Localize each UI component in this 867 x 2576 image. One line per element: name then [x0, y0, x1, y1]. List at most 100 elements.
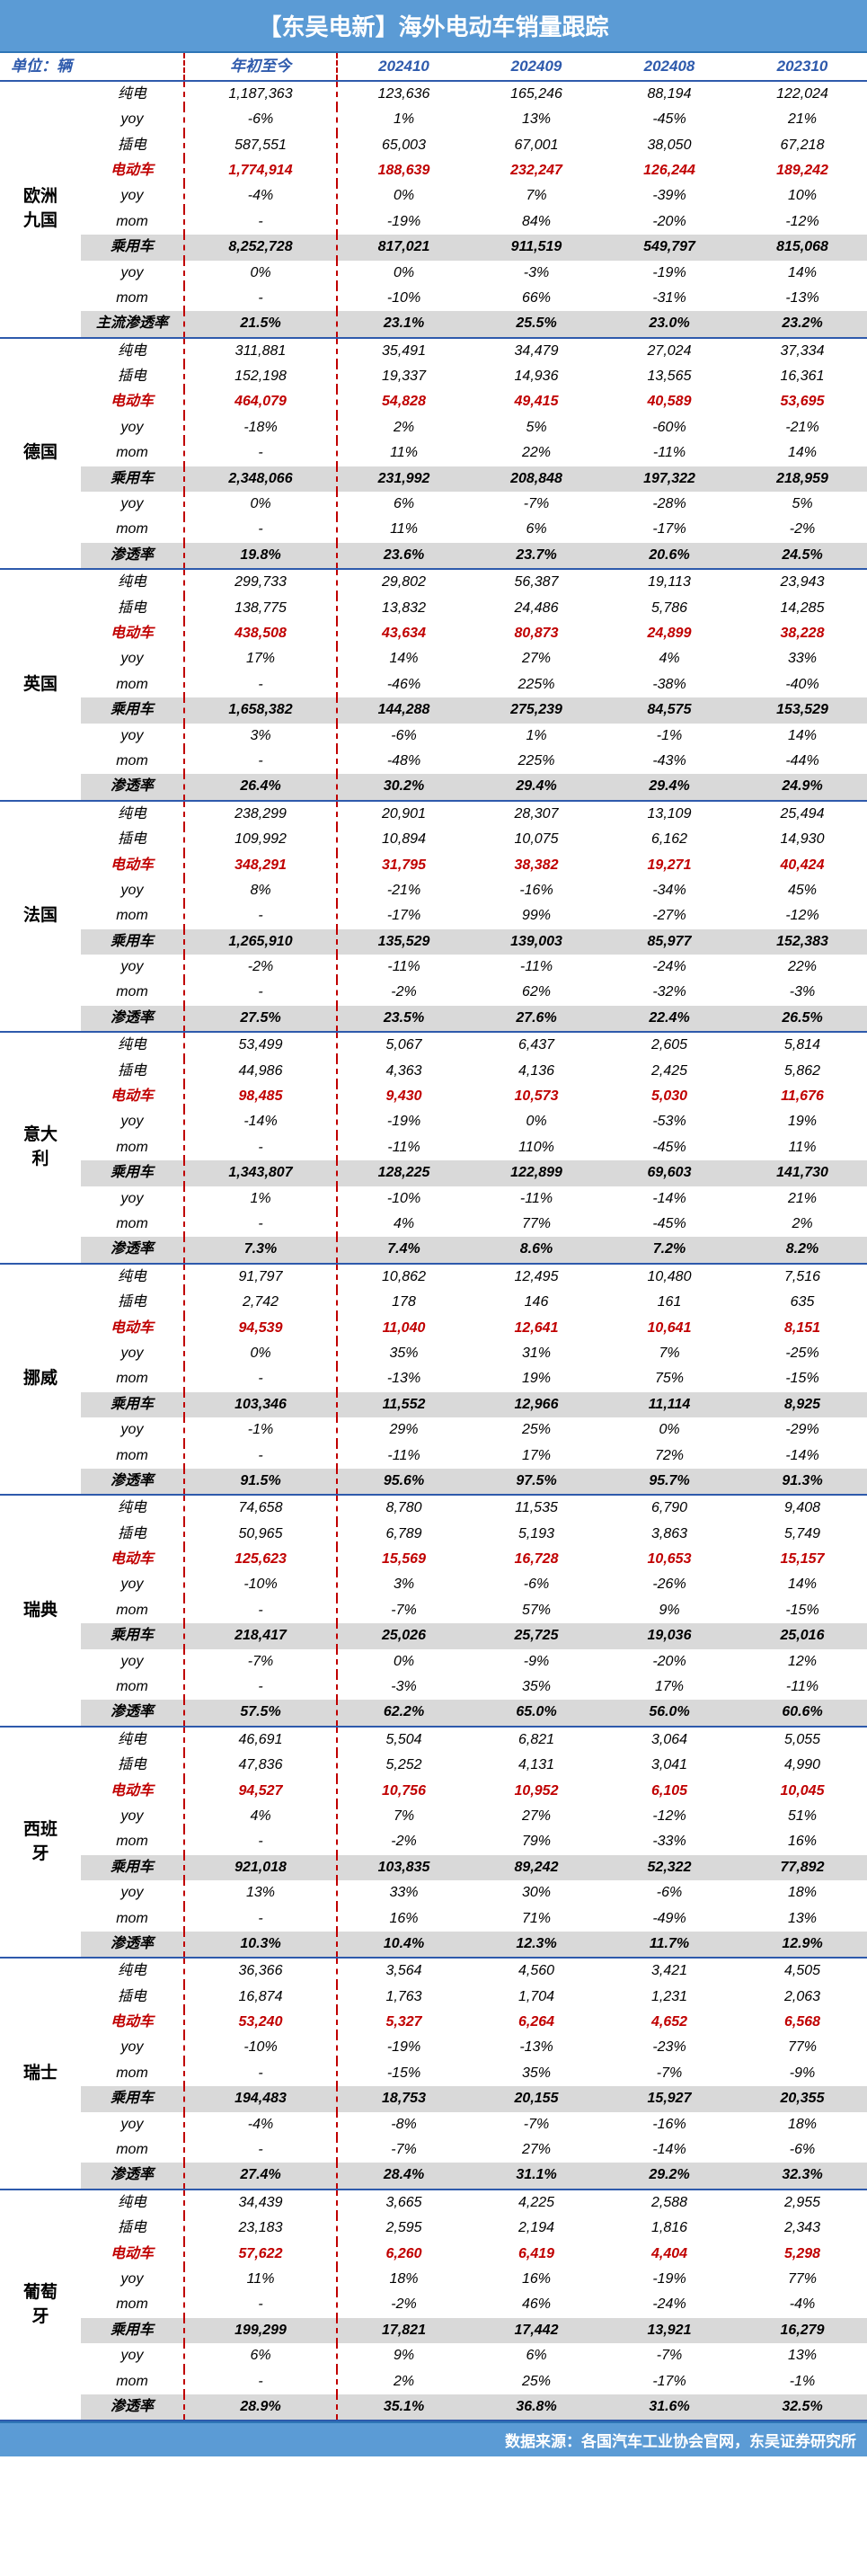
table-row: 电动车57,6226,2606,4194,4045,298 [0, 2242, 867, 2267]
value-cell: 1,343,807 [184, 1160, 337, 1186]
value-cell: 178 [337, 1290, 470, 1315]
metric-label: 纯电 [81, 2190, 184, 2216]
header-row: 单位：辆 年初至今 202410 202409 202408 202310 [0, 53, 867, 81]
value-cell: -19% [337, 209, 470, 235]
value-cell: 16% [337, 1906, 470, 1932]
value-cell: -16% [470, 878, 603, 903]
table-row: mom--7%57%9%-15% [0, 1598, 867, 1623]
value-cell: 1,658,382 [184, 697, 337, 723]
value-cell: -7% [337, 2137, 470, 2163]
table-row: 插电23,1832,5952,1941,8162,343 [0, 2216, 867, 2241]
metric-label: yoy [81, 2035, 184, 2060]
value-cell: 17,821 [337, 2318, 470, 2343]
value-cell: 0% [470, 1109, 603, 1134]
metric-label: mom [81, 1212, 184, 1237]
value-cell: 103,835 [337, 1855, 470, 1880]
metric-label: 乘用车 [81, 466, 184, 492]
value-cell: 122,024 [736, 81, 867, 107]
metric-label: 电动车 [81, 2010, 184, 2035]
value-cell: 16,361 [736, 364, 867, 389]
value-cell: 26.4% [184, 774, 337, 800]
value-cell: 56,387 [470, 569, 603, 595]
value-cell: 1,265,910 [184, 929, 337, 955]
metric-label: 插电 [81, 1985, 184, 2010]
value-cell: 5,862 [736, 1059, 867, 1084]
value-cell: 13% [736, 1906, 867, 1932]
value-cell: 23,183 [184, 2216, 337, 2241]
value-cell: 3,863 [603, 1522, 736, 1547]
value-cell: 144,288 [337, 697, 470, 723]
value-cell: 69,603 [603, 1160, 736, 1186]
metric-label: 乘用车 [81, 697, 184, 723]
col-header: 202410 [337, 53, 470, 81]
value-cell: 35% [337, 1341, 470, 1366]
table-row: 乘用车199,29917,82117,44213,92116,279 [0, 2318, 867, 2343]
value-cell: 1,704 [470, 1985, 603, 2010]
value-cell: 14,285 [736, 596, 867, 621]
value-cell: 30.2% [337, 774, 470, 800]
value-cell: 33% [337, 1880, 470, 1905]
value-cell: -13% [337, 1366, 470, 1391]
value-cell: 77,892 [736, 1855, 867, 1880]
value-cell: 11% [337, 440, 470, 466]
table-row: 电动车348,29131,79538,38219,27140,424 [0, 853, 867, 878]
value-cell: 40,424 [736, 853, 867, 878]
metric-label: mom [81, 1443, 184, 1469]
value-cell: -17% [603, 2369, 736, 2394]
value-cell: 0% [184, 1341, 337, 1366]
value-cell: 5,193 [470, 1522, 603, 1547]
value-cell: 53,499 [184, 1032, 337, 1058]
value-cell: 2,605 [603, 1032, 736, 1058]
value-cell: 36.8% [470, 2394, 603, 2421]
value-cell: 34,439 [184, 2190, 337, 2216]
value-cell: - [184, 286, 337, 311]
table-row: 意大利纯电53,4995,0676,4372,6055,814 [0, 1032, 867, 1058]
value-cell: 5,298 [736, 2242, 867, 2267]
metric-label: mom [81, 517, 184, 542]
value-cell: - [184, 517, 337, 542]
value-cell: 16,728 [470, 1547, 603, 1572]
metric-label: yoy [81, 107, 184, 132]
value-cell: 14% [736, 261, 867, 286]
value-cell: 25% [470, 2369, 603, 2394]
value-cell: 66% [470, 286, 603, 311]
value-cell: 161 [603, 1290, 736, 1315]
value-cell: 23.2% [736, 311, 867, 337]
value-cell: -10% [184, 1572, 337, 1597]
value-cell: 152,198 [184, 364, 337, 389]
value-cell: 8% [184, 878, 337, 903]
value-cell: 24.5% [736, 543, 867, 569]
value-cell: 12.9% [736, 1932, 867, 1958]
value-cell: 8,925 [736, 1392, 867, 1417]
metric-label: 电动车 [81, 158, 184, 183]
value-cell: 921,018 [184, 1855, 337, 1880]
value-cell: 19% [736, 1109, 867, 1134]
value-cell: 4,652 [603, 2010, 736, 2035]
table-row: 渗透率91.5%95.6%97.5%95.7%91.3% [0, 1469, 867, 1495]
value-cell: 29.4% [603, 774, 736, 800]
metric-label: mom [81, 2061, 184, 2086]
value-cell: 21% [736, 107, 867, 132]
metric-label: mom [81, 2137, 184, 2163]
value-cell: 17,442 [470, 2318, 603, 2343]
table-row: yoy4%7%27%-12%51% [0, 1804, 867, 1829]
value-cell: - [184, 1443, 337, 1469]
metric-label: 乘用车 [81, 1855, 184, 1880]
value-cell: 3,665 [337, 2190, 470, 2216]
value-cell: 4,363 [337, 1059, 470, 1084]
table-row: 西班牙纯电46,6915,5046,8213,0645,055 [0, 1727, 867, 1753]
value-cell: -10% [337, 1186, 470, 1212]
table-row: yoy13%33%30%-6%18% [0, 1880, 867, 1905]
value-cell: 21% [736, 1186, 867, 1212]
value-cell: 23.7% [470, 543, 603, 569]
value-cell: 1,231 [603, 1985, 736, 2010]
table-row: 乘用车921,018103,83589,24252,32277,892 [0, 1855, 867, 1880]
value-cell: 27.6% [470, 1006, 603, 1032]
metric-label: 渗透率 [81, 1006, 184, 1032]
value-cell: 5,030 [603, 1084, 736, 1109]
value-cell: 75% [603, 1366, 736, 1391]
value-cell: 8,780 [337, 1495, 470, 1521]
value-cell: 146 [470, 1290, 603, 1315]
table-row: 插电138,77513,83224,4865,78614,285 [0, 596, 867, 621]
value-cell: 8.6% [470, 1237, 603, 1263]
